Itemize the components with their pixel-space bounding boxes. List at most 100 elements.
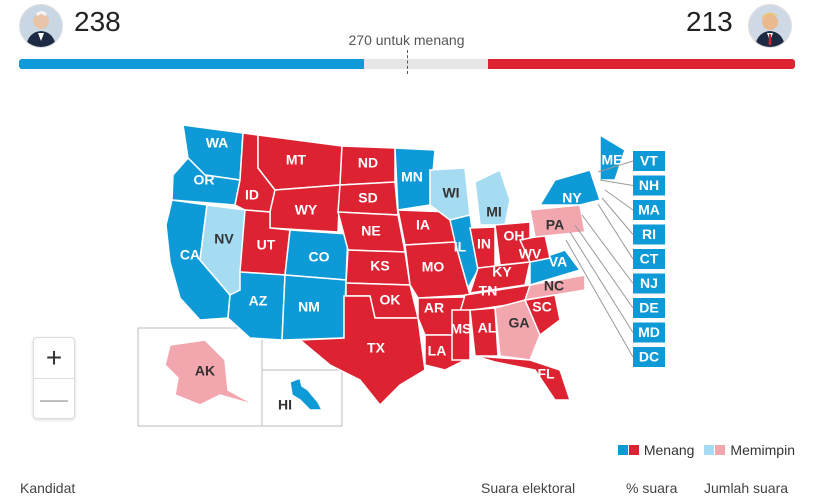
dem-electoral-count: 238 [74, 6, 121, 37]
state-label-nv: NV [214, 231, 234, 247]
leader-line-vt [597, 160, 634, 173]
state-label-or: OR [194, 172, 215, 188]
state-pa[interactable] [529, 204, 586, 238]
state-ky[interactable] [468, 261, 531, 294]
state-label-az: AZ [249, 293, 268, 309]
state-label-ne: NE [361, 223, 380, 239]
rep-won-swatch [628, 445, 639, 455]
legend-won-label: Menang [643, 442, 695, 458]
rep-leading-swatch [715, 445, 726, 455]
map-legend: Menang Memimpin [608, 442, 795, 458]
zoom-in-button[interactable]: + [45, 342, 63, 373]
state-label-tx: TX [367, 340, 386, 356]
dem-leading-swatch [704, 445, 715, 455]
leader-line-ct [597, 203, 634, 260]
leader-line-ma [604, 189, 634, 211]
legend-leading-label: Memimpin [730, 442, 795, 458]
small-state-label-nj: NJ [640, 275, 658, 291]
small-state-box-dc[interactable] [633, 347, 665, 367]
state-label-sd: SD [358, 190, 377, 206]
small-state-label-ct: CT [640, 251, 659, 267]
leader-line-nh [599, 179, 634, 186]
small-state-label-dc: DC [639, 349, 659, 365]
state-label-tn: TN [479, 283, 498, 299]
state-label-ia: IA [416, 217, 430, 233]
state-label-va: VA [549, 254, 567, 270]
rep-candidate-avatar [748, 4, 792, 48]
leader-line-md [569, 231, 634, 333]
small-state-label-ri: RI [642, 226, 656, 242]
state-ny[interactable] [538, 169, 601, 206]
state-label-ky: KY [492, 264, 512, 280]
state-label-il: IL [454, 239, 467, 255]
state-label-id: ID [245, 187, 259, 203]
state-nc[interactable] [523, 274, 586, 301]
state-hi[interactable] [289, 376, 324, 411]
rep-electoral-count: 213 [686, 6, 733, 37]
state-ga[interactable] [494, 299, 541, 361]
state-label-me: ME [602, 152, 623, 168]
small-state-box-vt[interactable] [633, 151, 665, 171]
state-label-pa: PA [546, 217, 564, 233]
small-state-label-md: MD [638, 324, 660, 340]
state-me[interactable] [599, 133, 626, 181]
state-label-oh: OH [504, 228, 525, 244]
state-label-wa: WA [206, 135, 229, 151]
state-label-la: LA [428, 343, 447, 359]
small-state-box-ri[interactable] [633, 224, 665, 245]
state-label-nc: NC [544, 278, 564, 294]
small-state-box-ct[interactable] [633, 249, 665, 269]
state-label-fl: FL [537, 366, 555, 382]
col-header-electoral: Suara elektoral [481, 480, 576, 496]
state-label-hi: HI [278, 397, 292, 413]
col-header-pct: % suara [626, 480, 678, 496]
threshold-label: 270 untuk menang [348, 32, 465, 48]
state-mo[interactable] [404, 241, 471, 299]
leader-line-nj [581, 214, 634, 284]
dem-won-swatch [617, 445, 628, 455]
state-label-ga: GA [509, 315, 530, 331]
col-header-candidate: Kandidat [20, 480, 76, 496]
state-label-ny: NY [562, 190, 582, 206]
us-electoral-map: WA OR CA NV ID MT WY UT AZ CO NM ND SD NE KS OK TX MN IA MO… [137, 124, 665, 427]
leader-line-dc [565, 239, 634, 358]
state-ms[interactable] [451, 309, 471, 361]
state-mi[interactable] [474, 168, 511, 226]
small-state-label-vt: VT [640, 153, 658, 169]
small-state-box-nj[interactable] [633, 273, 665, 294]
state-label-wi: WI [442, 185, 459, 201]
state-label-ks: KS [370, 258, 389, 274]
small-state-label-nh: NH [639, 177, 659, 193]
legend-won: Menang [617, 442, 695, 458]
state-wy[interactable] [269, 184, 341, 233]
state-label-mi: MI [486, 204, 502, 220]
state-label-ca: CA [180, 247, 200, 263]
state-tx[interactable] [298, 295, 426, 407]
small-state-label-de: DE [639, 300, 658, 316]
small-state-label-ma: MA [638, 202, 660, 218]
small-state-box-ma[interactable] [633, 200, 665, 220]
small-state-box-de[interactable] [633, 298, 665, 318]
dem-progress-fill [19, 59, 365, 69]
state-label-ar: AR [424, 300, 444, 316]
state-label-nm: NM [298, 299, 320, 315]
state-al[interactable] [469, 307, 499, 357]
leader-line-de [574, 224, 634, 309]
zoom-control: + — [33, 337, 75, 419]
col-header-votes: Jumlah suara [704, 480, 789, 496]
small-state-box-md[interactable] [633, 322, 665, 343]
state-label-co: CO [309, 249, 330, 265]
state-label-wy: WY [295, 202, 318, 218]
state-fl[interactable] [474, 355, 572, 401]
state-ak[interactable] [164, 339, 256, 406]
threshold-marker [407, 50, 408, 74]
state-label-mn: MN [401, 169, 423, 185]
zoom-out-button[interactable]: — [34, 378, 74, 419]
state-label-nd: ND [358, 155, 378, 171]
state-label-mt: MT [286, 152, 307, 168]
state-label-ms: MS [451, 321, 472, 337]
state-label-al: AL [478, 320, 497, 336]
state-label-ut: UT [257, 237, 276, 253]
small-state-box-nh[interactable] [633, 175, 665, 196]
legend-leading: Memimpin [704, 442, 795, 458]
